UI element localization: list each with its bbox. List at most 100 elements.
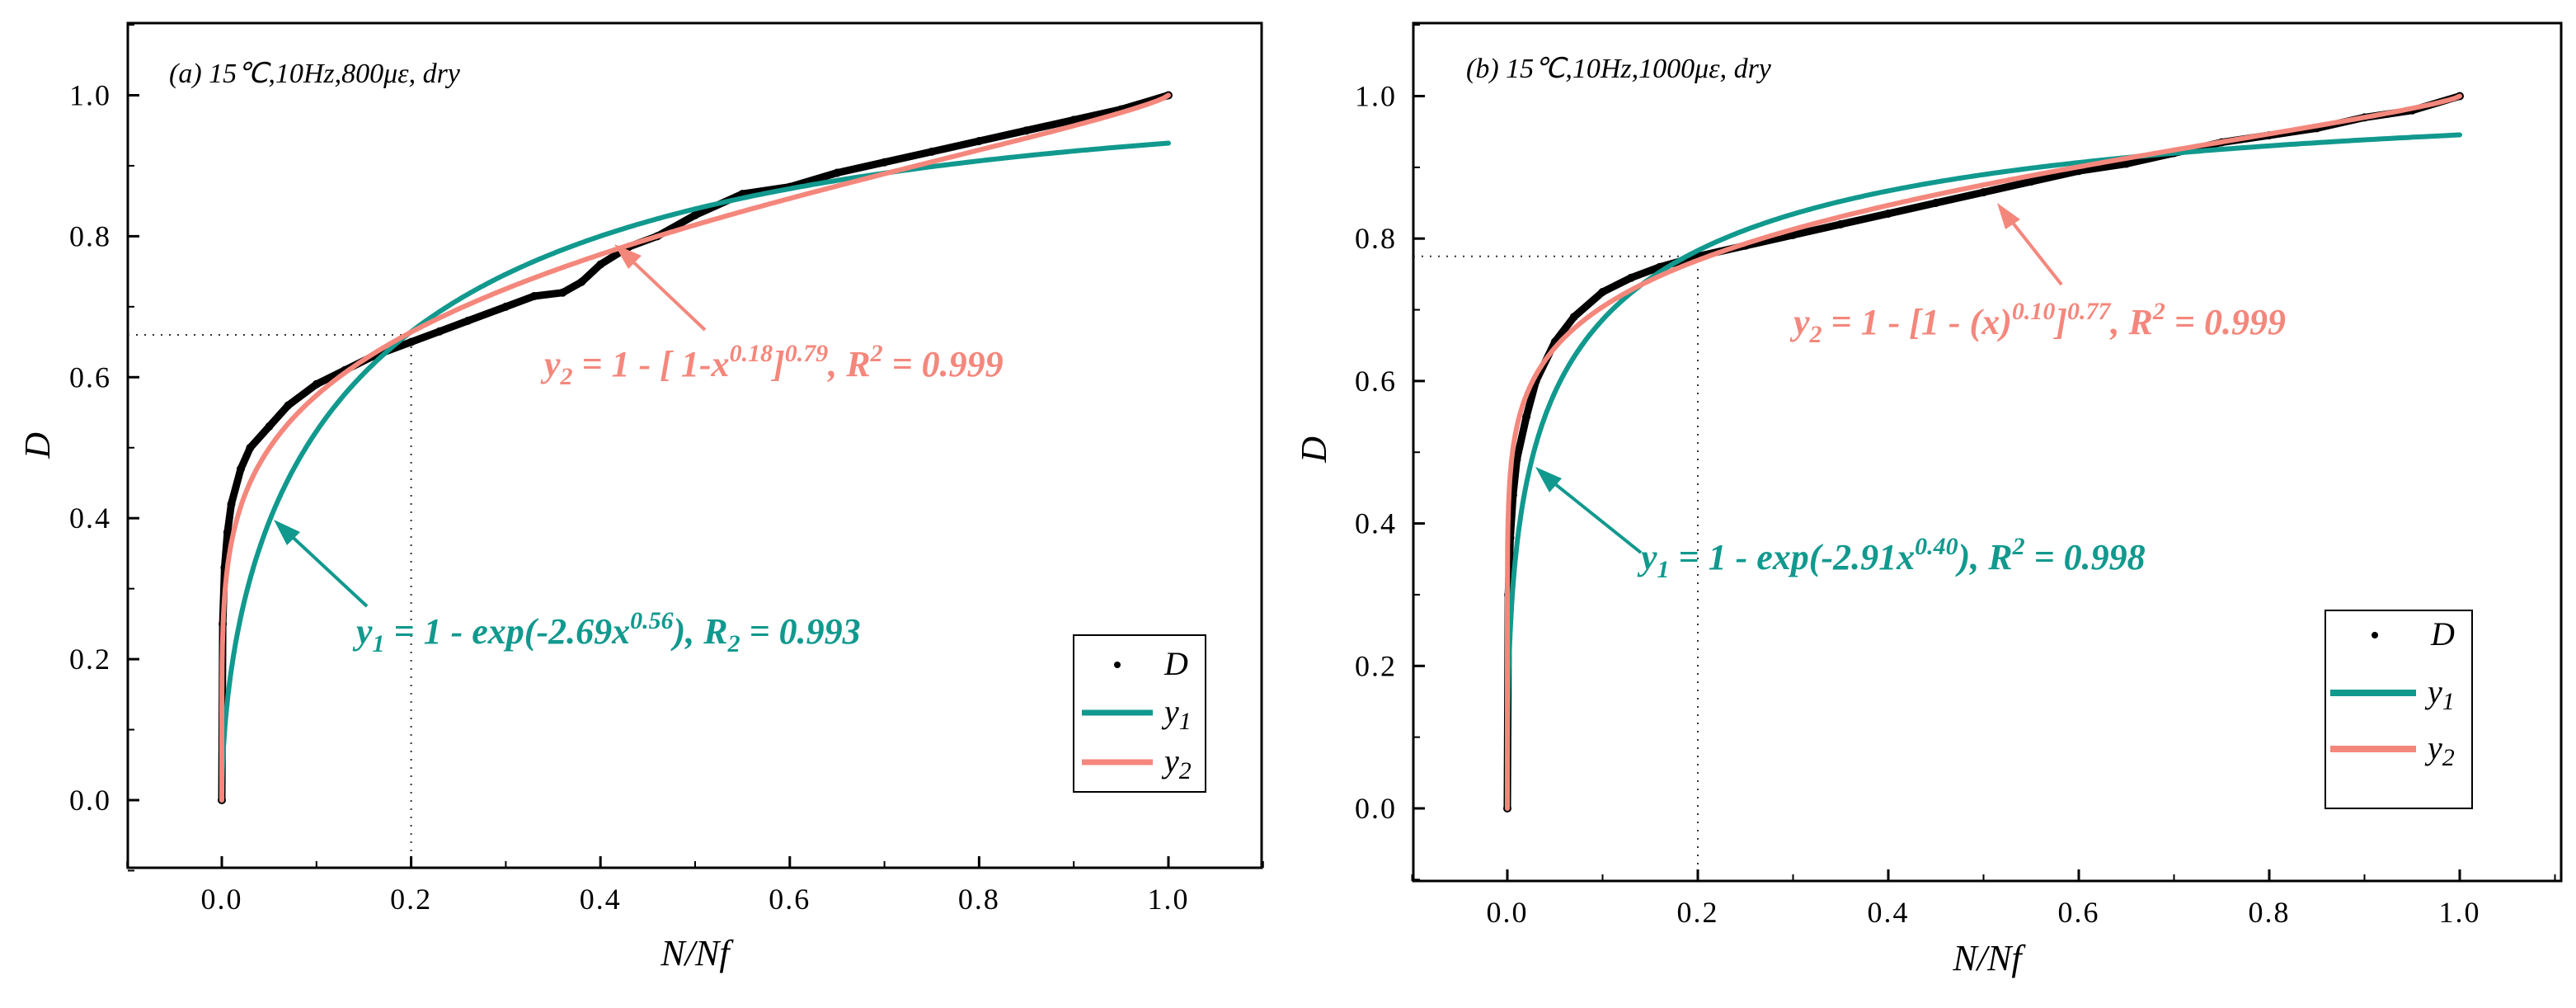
series-d-line xyxy=(1503,92,2461,809)
series-d-point xyxy=(227,500,236,509)
series-d-point xyxy=(1022,126,1031,135)
y1-eq-lhs-a: y xyxy=(352,611,373,652)
y2-curve-b xyxy=(1505,93,2462,811)
legend-a: D y1 y2 xyxy=(1073,634,1206,793)
panel-b: (b) 15℃,10Hz,1000με, dry 0.0 0.2 0.4 0.6 0.8… xyxy=(1294,21,2563,978)
legend-label-d-a: D xyxy=(1163,645,1188,682)
series-d-point xyxy=(596,260,605,269)
y2-equation-b: y2 = 1 - [1 - (x)0.10]0.77, R2 = 0.999 xyxy=(1789,298,2286,348)
series-d-point xyxy=(501,302,510,311)
y2-eq-tail-end-b: , R xyxy=(2110,302,2153,342)
series-y1-line xyxy=(219,140,1171,803)
y-tick-label: 0.6 xyxy=(69,360,111,393)
legend-label-y1-a: y1 xyxy=(1161,693,1192,735)
y1-eq-body-b: = 1 - exp(-2.91x xyxy=(1670,537,1916,577)
series-d-point xyxy=(312,379,321,389)
y1-arrow-b xyxy=(1535,467,1643,554)
y-axis-title-a: D xyxy=(17,432,58,459)
series-d-point xyxy=(558,288,567,297)
x-tick-label: 1.0 xyxy=(1148,883,1190,916)
x-tick-label: 0.2 xyxy=(390,883,432,916)
y-tick-label: 0.4 xyxy=(69,502,111,535)
y-tick-label: 0.0 xyxy=(69,784,111,817)
axis-ticks-b: 0.0 0.2 0.4 0.6 0.8 1.0 0.0 0.2 0.4 0.6 0.8 1.0 xyxy=(1355,24,2556,929)
series-d-point xyxy=(1836,219,1845,228)
x-tick-label: 0.4 xyxy=(1868,896,1910,929)
x-tick-label: 0.4 xyxy=(580,883,622,916)
y1-eq-tail-a: ), R xyxy=(670,611,728,652)
x-tick-label: 1.0 xyxy=(2439,896,2481,929)
legend-label-d-b: D xyxy=(2430,615,2455,652)
legend-marker-d-a xyxy=(1114,662,1121,668)
y-tick-label: 0.8 xyxy=(1355,222,1397,255)
series-d-point xyxy=(1522,412,1531,422)
y2-eq-r-end-b: = 0.999 xyxy=(2165,302,2286,342)
x-axis-title-a: N/Nf xyxy=(660,933,734,973)
x-tick-label: 0.0 xyxy=(1487,896,1529,929)
series-d-point xyxy=(928,147,936,156)
y-tick-label: 0.8 xyxy=(69,219,111,252)
panel-label-b: (b) 15℃,10Hz,1000με, dry xyxy=(1466,54,1772,84)
series-d-point xyxy=(1069,115,1079,125)
series-d-point xyxy=(833,168,842,177)
series-d-point xyxy=(407,337,416,346)
y2-arrow-b xyxy=(1997,203,2063,286)
y2-eq-tail-sup-b: 0.77 xyxy=(2067,298,2112,325)
y2-eq-r-sup-b: 2 xyxy=(2152,298,2165,325)
series-d-point xyxy=(1627,273,1636,282)
x-axis-title-b: N/Nf xyxy=(1952,938,2026,978)
series-d-point xyxy=(529,292,538,300)
y2-curve-a xyxy=(219,92,1171,803)
y-tick-label: 1.0 xyxy=(69,79,111,112)
series-d-point xyxy=(284,401,293,410)
y2-arrow-a xyxy=(614,244,707,332)
y1-eq-sup-a: 0.56 xyxy=(630,607,674,634)
x-tick-label: 0.8 xyxy=(958,883,1000,916)
y2-eq-r-sup-a: 2 xyxy=(870,340,883,367)
y2-eq-r-end-a: = 0.999 xyxy=(883,344,1004,384)
series-d-point xyxy=(265,422,274,431)
y2-eq-tail-end-a: , R xyxy=(827,344,870,384)
x-tick-label: 0.0 xyxy=(201,883,243,916)
y1-curve-b xyxy=(1505,132,2462,811)
series-d-point xyxy=(691,210,699,219)
y2-eq-lhs-b: y xyxy=(1789,302,1810,342)
y1-eq-lhs-sub-a: 1 xyxy=(373,630,385,657)
y-tick-label: 0.4 xyxy=(1355,507,1397,540)
y-axis-title-b: D xyxy=(1294,436,1334,464)
series-d-point xyxy=(1789,230,1798,239)
series-d-point xyxy=(1884,210,1892,218)
y2-eq-lhs-sub-a: 2 xyxy=(560,363,573,390)
y1-curve-a xyxy=(219,140,1171,803)
y1-equation-b: y1 = 1 - exp(-2.91x0.40), R2 = 0.998 xyxy=(1637,533,2146,583)
x-tick-label: 0.8 xyxy=(2249,896,2291,929)
legend-b: D y1 y2 xyxy=(2325,610,2473,809)
panel-a: (a) 15℃,10Hz,800με, dry 0.0 0.2 0.4 0.6 0.8 1… xyxy=(17,21,1264,973)
y2-eq-sup-b: 0.10 xyxy=(2012,298,2056,325)
y-tick-label: 1.0 xyxy=(1355,80,1397,113)
series-y1-line xyxy=(1505,132,2462,811)
x-tick-label: 0.2 xyxy=(1677,896,1719,929)
y2-eq-tail-sup-a: 0.79 xyxy=(785,340,829,367)
series-d-point xyxy=(2027,177,2036,186)
series-d-point xyxy=(463,316,472,325)
y-tick-label: 0.2 xyxy=(69,643,111,676)
y1-eq-tail-b: ), R xyxy=(1955,537,2013,577)
y-tick-label: 0.2 xyxy=(1355,649,1397,682)
y2-equation-a: y2 = 1 - [ 1-x0.18]0.79, R2 = 0.999 xyxy=(540,340,1004,390)
y-tick-label: 0.6 xyxy=(1355,365,1397,398)
x-tick-label: 0.6 xyxy=(769,883,811,916)
legend-label-y1-b: y1 xyxy=(2424,673,2455,715)
y1-arrow-a xyxy=(274,520,369,608)
y1-eq-sup-b: 0.40 xyxy=(1915,533,1958,560)
series-d-point xyxy=(237,464,245,473)
axis-ticks-a: 0.0 0.2 0.4 0.6 0.8 1.0 0.0 0.2 0.4 0.6 0.8 1.0 xyxy=(69,24,1264,916)
series-d-point xyxy=(2122,159,2131,168)
y2-eq-lhs-a: y xyxy=(540,344,561,384)
guide-lines-b xyxy=(1413,255,1699,881)
y1-eq-body-a: = 1 - exp(-2.69x xyxy=(385,611,631,652)
y2-eq-tail-b: ] xyxy=(2052,302,2067,342)
y2-eq-body-b: = 1 - [1 - (x) xyxy=(1822,302,2012,342)
